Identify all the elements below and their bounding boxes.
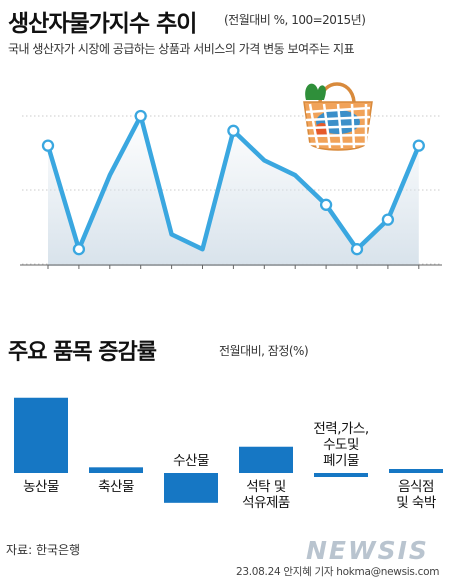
basket-mesh xyxy=(350,103,356,149)
data-point xyxy=(412,139,425,152)
data-point xyxy=(72,243,86,256)
bar-category-line: 석탁 및 xyxy=(246,479,286,495)
bar-category-line: 축산물 xyxy=(98,479,134,495)
bar xyxy=(314,473,368,477)
bar xyxy=(89,467,143,473)
data-point xyxy=(350,243,364,256)
bar xyxy=(164,473,218,503)
bar-category-line: 농산물 xyxy=(23,479,59,495)
section-unit: 전월대비, 잠정(%) xyxy=(219,344,309,358)
data-point xyxy=(41,139,55,152)
watermark-logo: NEWSIS xyxy=(306,536,429,565)
bar-category-label: 수산물 xyxy=(173,453,209,469)
bar xyxy=(389,469,443,473)
bar-category-line: 폐기물 xyxy=(323,453,359,469)
bar xyxy=(239,446,293,473)
basket-mesh xyxy=(305,133,371,138)
data-point xyxy=(134,109,147,123)
chart-subtitle: 국내 생산자가 시장에 공급하는 상품과 서비스의 가격 변동 보여주는 지표 xyxy=(8,42,355,56)
basket-mesh xyxy=(305,124,371,130)
bar-category-line: 음식점 xyxy=(398,479,434,495)
bar-category-line: 및 숙박 xyxy=(396,495,436,511)
data-point xyxy=(381,213,395,226)
data-point xyxy=(227,124,240,137)
bar-category-line: 수도및 xyxy=(323,437,359,453)
basket-leaves xyxy=(305,83,326,100)
data-point xyxy=(319,198,333,211)
section-title: 주요 품목 증감률 xyxy=(8,340,157,365)
basket-mesh xyxy=(322,103,332,149)
line-chart xyxy=(20,82,442,269)
source-text: 자료: 한국은행 xyxy=(6,543,81,557)
line-area xyxy=(48,116,419,266)
basket-mesh xyxy=(305,115,371,122)
bar-category-label: 농산물 xyxy=(23,479,59,495)
bar-category-line: 전력,가스, xyxy=(313,421,368,437)
bar-category-label: 음식점 및 숙박 xyxy=(396,479,436,511)
bar-category-label: 석탁 및 석유제품 xyxy=(242,479,290,511)
chart-unit: (전월대비 %, 100=2015년) xyxy=(224,13,366,27)
bar-category-label: 전력,가스, 수도및 폐기물 xyxy=(313,421,368,469)
credit-text: 23.08.24 안지혜 기자 hokma@newsis.com xyxy=(236,566,440,578)
bar-category-label: 축산물 xyxy=(98,479,134,495)
bar-category-line: 석유제품 xyxy=(242,495,290,511)
chart-title: 생산자물가지수 추이 xyxy=(8,11,197,37)
bar-category-line: 수산물 xyxy=(173,453,209,469)
bar xyxy=(14,397,68,473)
shopping-basket-icon xyxy=(303,82,373,151)
